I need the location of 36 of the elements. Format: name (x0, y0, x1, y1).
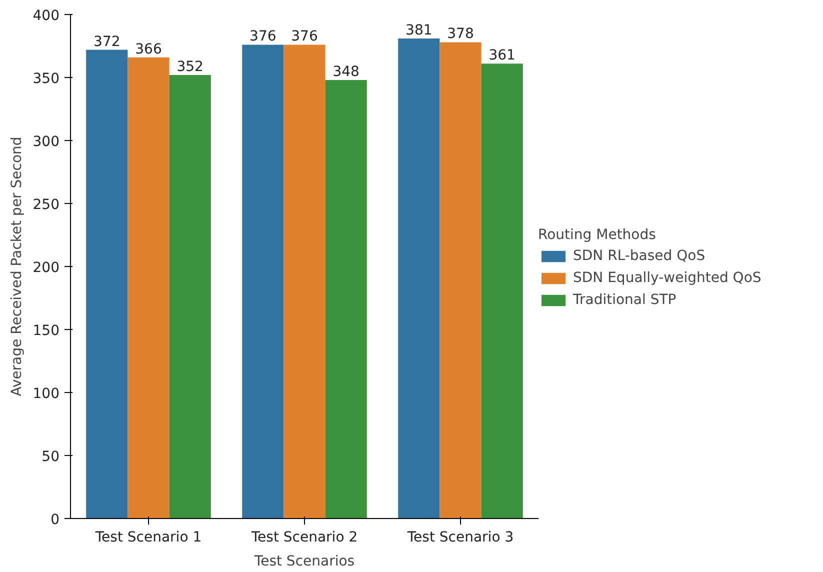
data-label: 352 (176, 58, 204, 75)
y-tick-label: 50 (42, 449, 60, 465)
bar (242, 44, 284, 518)
y-tick-label: 100 (32, 386, 60, 402)
legend-title: Routing Methods (538, 227, 657, 243)
data-label: 376 (250, 28, 276, 45)
data-label: 366 (135, 41, 162, 58)
y-tick-label: 300 (32, 134, 60, 150)
data-label: 372 (94, 34, 120, 50)
data-label: 376 (291, 28, 318, 45)
bar (169, 74, 211, 518)
data-label: 361 (488, 48, 516, 64)
x-tick-label: Test Scenario 3 (406, 530, 514, 546)
y-tick-label: 400 (32, 8, 60, 24)
legend-label: SDN RL-based QoS (573, 248, 706, 264)
legend-label: Traditional STP (573, 292, 676, 308)
data-label: 348 (332, 64, 360, 80)
bar (440, 42, 482, 518)
y-tick-label: 150 (32, 323, 60, 339)
x-tick-label: Test Scenario 2 (250, 530, 358, 546)
bar (398, 38, 440, 518)
y-tick-label: 350 (32, 71, 60, 87)
y-tick-label: 250 (32, 197, 60, 213)
data-label: 381 (406, 22, 432, 38)
y-tick-label: 200 (32, 260, 60, 276)
bar (481, 64, 523, 518)
bar (325, 80, 367, 518)
bar (86, 50, 128, 518)
data-label: 378 (447, 26, 474, 42)
bar (284, 44, 326, 518)
x-axis-title: Test Scenarios (253, 554, 355, 570)
y-axis-title: Average Received Packet per Second (8, 136, 25, 396)
bar (128, 57, 170, 518)
legend-label: SDN Equally-weighted QoS (573, 270, 762, 286)
x-tick-label: Test Scenario 1 (94, 530, 202, 546)
y-tick-label: 0 (50, 512, 60, 528)
